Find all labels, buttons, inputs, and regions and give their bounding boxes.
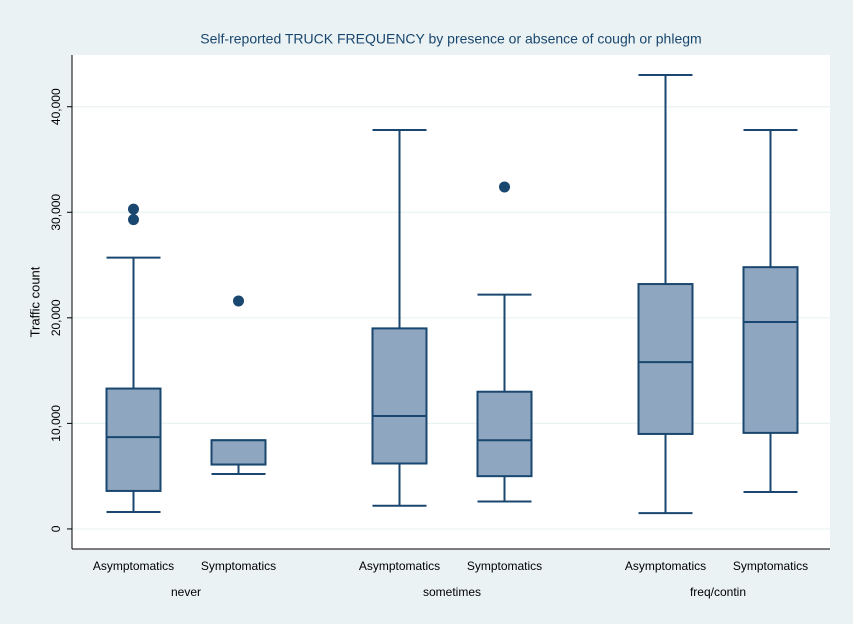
box xyxy=(742,266,799,434)
y-tick-label: 10,000 xyxy=(49,405,63,442)
box xyxy=(210,439,267,466)
group-label: freq/contin xyxy=(690,585,746,599)
chart-title: Self-reported TRUCK FREQUENCY by presenc… xyxy=(200,31,701,47)
outlier xyxy=(499,181,510,193)
x-tick-label: Symptomatics xyxy=(201,559,276,573)
y-axis-title: Traffic count xyxy=(27,266,42,337)
y-tick-label: 20,000 xyxy=(49,299,63,336)
plot-region xyxy=(72,55,830,549)
x-tick-label: Asymptomatics xyxy=(359,559,440,573)
box xyxy=(105,387,162,492)
box xyxy=(476,390,533,478)
x-tick-label: Symptomatics xyxy=(467,559,542,573)
box xyxy=(371,327,428,465)
outlier xyxy=(128,203,139,215)
y-tick-label: 30,000 xyxy=(49,194,63,231)
box xyxy=(637,283,694,435)
x-tick-label: Asymptomatics xyxy=(93,559,174,573)
y-tick-label: 40,000 xyxy=(49,88,63,125)
group-label: never xyxy=(171,585,201,599)
x-tick-label: Asymptomatics xyxy=(625,559,706,573)
group-label: sometimes xyxy=(423,585,481,599)
outlier xyxy=(233,295,244,307)
outlier xyxy=(128,214,139,226)
x-tick-label: Symptomatics xyxy=(733,559,808,573)
y-tick-label: 0 xyxy=(49,525,63,532)
